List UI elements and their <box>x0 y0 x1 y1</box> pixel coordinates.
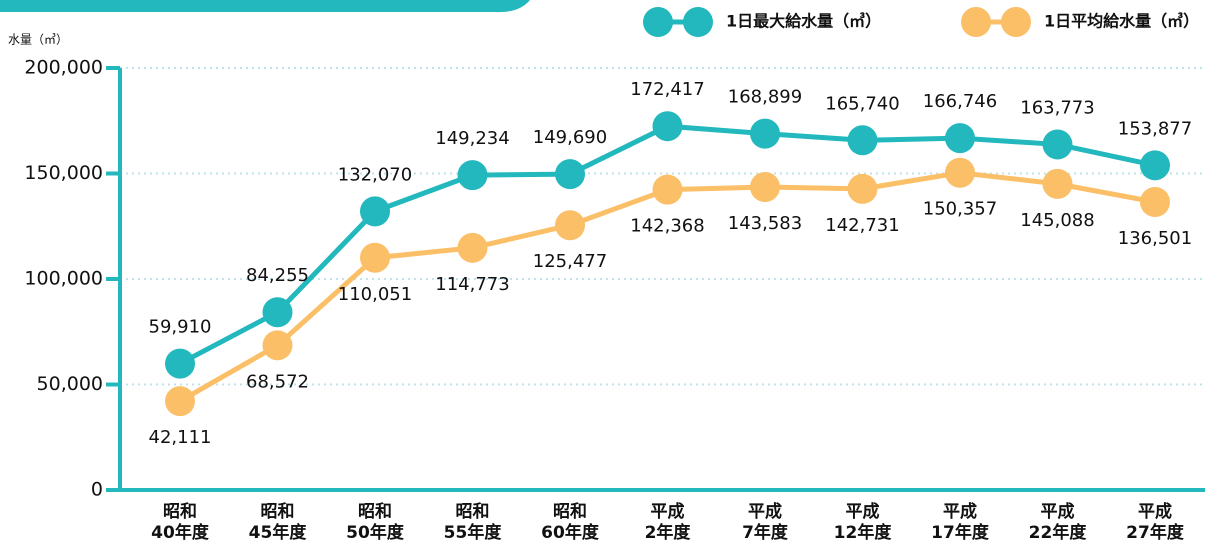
y-tick-label: 200,000 <box>24 57 103 79</box>
data-point <box>750 118 780 149</box>
x-tick-label: 昭和 40年度 <box>151 502 210 543</box>
data-label: 42,111 <box>149 427 212 448</box>
data-point <box>262 330 293 361</box>
data-point <box>1140 186 1170 217</box>
data-label: 68,572 <box>246 371 309 392</box>
data-point <box>555 159 585 190</box>
x-tick-label: 平成 27年度 <box>1126 501 1185 543</box>
data-point <box>1140 150 1170 181</box>
data-label: 125,477 <box>533 251 607 272</box>
data-label: 149,690 <box>533 127 607 148</box>
data-point <box>750 172 780 203</box>
data-label: 168,899 <box>728 87 802 108</box>
legend-dot <box>961 7 991 37</box>
series-line <box>178 170 1156 404</box>
data-label: 110,051 <box>338 284 412 305</box>
legend-dot <box>683 7 713 37</box>
data-label: 166,746 <box>923 91 997 112</box>
x-tick-label: 平成 7年度 <box>742 501 789 543</box>
data-label: 142,731 <box>825 215 899 236</box>
data-label: 132,070 <box>338 164 412 185</box>
data-point <box>847 173 878 204</box>
header-banner <box>0 0 530 12</box>
x-tick-label: 平成 2年度 <box>645 501 692 543</box>
y-axis-label: 水量（㎥） <box>8 33 68 47</box>
legend-dot <box>643 7 673 37</box>
x-tick-label: 平成 12年度 <box>834 501 893 543</box>
data-point <box>457 160 488 191</box>
data-point <box>457 232 488 263</box>
y-tick-label: 50,000 <box>37 373 103 395</box>
x-tick-label: 平成 17年度 <box>931 501 990 543</box>
x-tick-label: 昭和 60年度 <box>541 502 600 543</box>
data-point <box>945 123 975 154</box>
legend-dot <box>1001 7 1031 37</box>
y-tick-label: 0 <box>91 479 103 501</box>
data-point <box>165 386 195 417</box>
data-point <box>360 196 390 227</box>
data-label: 149,234 <box>435 128 509 149</box>
data-point <box>555 210 585 241</box>
data-point <box>360 242 390 273</box>
data-point <box>1042 168 1073 199</box>
data-label: 153,877 <box>1118 118 1192 139</box>
x-tick-label: 昭和 50年度 <box>346 502 405 543</box>
data-label: 142,368 <box>630 216 704 237</box>
data-label: 114,773 <box>435 274 509 295</box>
data-point <box>945 157 975 188</box>
data-label: 150,357 <box>923 199 997 220</box>
data-point <box>262 297 293 328</box>
x-tick-label: 平成 22年度 <box>1029 501 1088 543</box>
data-label: 59,910 <box>149 317 212 338</box>
data-label: 163,773 <box>1020 97 1094 118</box>
data-label: 143,583 <box>728 213 802 234</box>
data-point <box>165 348 195 379</box>
data-point <box>652 174 683 205</box>
data-label: 165,740 <box>825 93 899 114</box>
data-point <box>847 125 878 156</box>
x-tick-label: 昭和 55年度 <box>444 502 503 543</box>
data-label: 136,501 <box>1118 228 1192 249</box>
data-label: 172,417 <box>630 79 704 100</box>
legend-label: 1日平均給水量（㎥） <box>1044 12 1199 31</box>
data-label: 145,088 <box>1020 210 1094 231</box>
legend-label: 1日最大給水量（㎥） <box>726 12 881 31</box>
x-tick-label: 昭和 45年度 <box>249 502 308 543</box>
data-point <box>652 111 683 142</box>
series-line <box>178 123 1156 366</box>
data-label: 84,255 <box>246 265 309 286</box>
y-tick-label: 100,000 <box>24 268 103 290</box>
y-tick-label: 150,000 <box>24 162 103 184</box>
data-point <box>1042 129 1073 160</box>
